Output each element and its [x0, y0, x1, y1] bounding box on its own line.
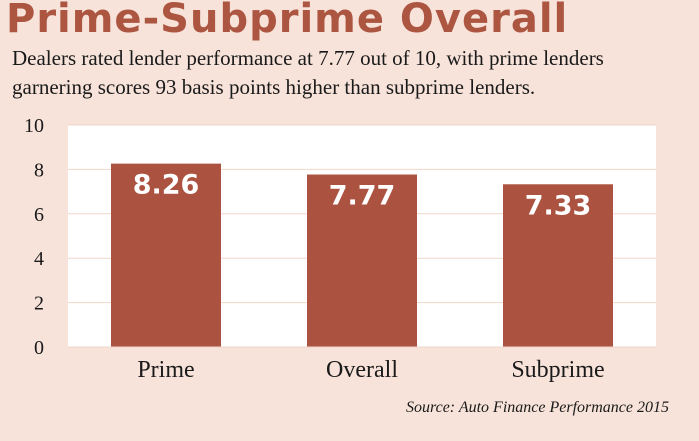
x-axis-ticks: Prime Overall Subprime — [137, 357, 604, 383]
bar-prime — [111, 163, 221, 347]
x-tick-label: Subprime — [511, 357, 604, 383]
y-tick-label: 0 — [34, 337, 44, 359]
chart-subtitle: Dealers rated lender performance at 7.77… — [12, 46, 604, 99]
bar-overall — [307, 174, 417, 347]
x-tick-label: Prime — [137, 357, 194, 383]
bar-value-label: 8.26 — [133, 170, 200, 201]
x-tick-label: Overall — [326, 357, 398, 383]
y-axis-ticks: 0 2 4 6 8 10 — [24, 115, 44, 359]
y-tick-label: 8 — [34, 159, 44, 181]
bar-value-label: 7.77 — [329, 181, 396, 212]
source-note: Source: Auto Finance Performance 2015 — [405, 399, 669, 416]
bars — [111, 163, 613, 347]
bar-subprime — [503, 184, 613, 347]
y-tick-label: 2 — [34, 293, 44, 315]
bar-value-label: 7.33 — [525, 190, 592, 221]
y-tick-label: 10 — [24, 115, 44, 137]
y-tick-label: 4 — [34, 248, 44, 270]
y-tick-label: 6 — [34, 204, 44, 226]
bar-data-labels: 8.26 7.77 7.33 — [133, 170, 592, 222]
chart-title: Prime-Subprime Overall — [6, 0, 569, 42]
